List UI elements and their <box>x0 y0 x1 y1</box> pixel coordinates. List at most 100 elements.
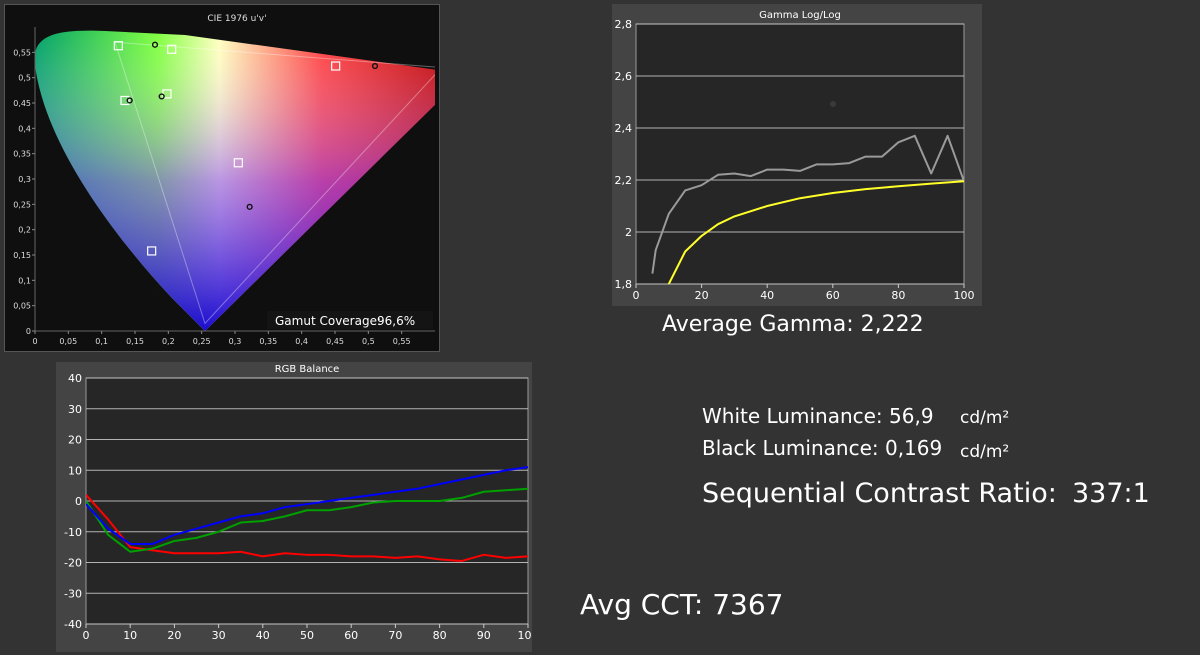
contrast-ratio-value: 337:1 <box>1072 478 1150 509</box>
cie-y-tick-label: 0 <box>26 327 31 336</box>
cie-x-tick-label: 0,1 <box>95 337 108 346</box>
target-point-blue <box>147 246 157 256</box>
avg-cct: Avg CCT: 7367 <box>580 588 784 621</box>
cie-y-tick-label: 0,35 <box>13 150 31 159</box>
cie-y-tick-label: 0,25 <box>13 200 31 209</box>
gamma-y-tick-label: 2,2 <box>615 174 633 187</box>
cie-x-tick-label: 0 <box>32 337 37 346</box>
spectral-locus-shade <box>35 30 435 331</box>
gamut-coverage-value: 96,6% <box>377 314 415 328</box>
rgb-x-tick-label: 20 <box>167 629 181 642</box>
cie-x-tick-label: 0,4 <box>295 337 308 346</box>
rgb-y-tick-label: -40 <box>64 618 82 631</box>
gamma-y-tick-label: 2,8 <box>615 18 633 31</box>
cie-x-tick-label: 0,15 <box>126 337 144 346</box>
gamma-series-1 <box>667 180 964 284</box>
target-point-yellow <box>167 44 177 54</box>
gamma-chart-panel: Gamma Log/Log 1,8 2 2,2 2,4 2,6 2,8 0 20 40 60 80 10… <box>612 4 982 306</box>
gamut-triangle <box>114 41 435 325</box>
rgb-x-tick-label: 10 <box>123 629 137 642</box>
rgb-x-tick-label: 40 <box>256 629 270 642</box>
rgb-y-tick-label: -10 <box>64 526 82 539</box>
gamma-y-tick-label: 2,4 <box>615 122 633 135</box>
cie-x-axis: 0 0,05 0,1 0,15 0,2 0,25 0,3 0,35 0,4 0,45 0,5 0,55 <box>32 331 411 346</box>
cie-y-tick-label: 0,1 <box>18 276 31 285</box>
target-point-red <box>331 61 341 71</box>
gamut-coverage-label: Gamut Coverage: <box>275 314 381 328</box>
black-luminance: Black Luminance: 0,169 <box>702 436 943 460</box>
black-luminance-unit: cd/m² <box>960 442 1010 462</box>
cie-y-tick-label: 0,15 <box>13 251 31 260</box>
gamma-y-tick-label: 2,6 <box>615 70 633 83</box>
gamma-x-tick-label: 60 <box>826 289 840 302</box>
rgb-x-tick-label: 50 <box>300 629 314 642</box>
rgb-y-tick-label: -30 <box>64 587 82 600</box>
white-luminance-unit: cd/m² <box>960 408 1010 428</box>
gamma-x-tick-label: 0 <box>633 289 640 302</box>
measured-point-white <box>158 93 165 100</box>
rgb-balance-chart: RGB Balance -40 -30 -20 -10 0 10 20 30 40 0 10 20 30 4… <box>64 364 533 642</box>
gamma-series-0 <box>651 134 964 274</box>
gamma-plot-area <box>635 23 965 285</box>
rgb-x-tick-label: 30 <box>212 629 226 642</box>
rgb-balance-panel: RGB Balance -40 -30 -20 -10 0 10 20 30 40 0 10 20 30 4… <box>56 362 532 652</box>
rgb-x-tick-label: 0 <box>83 629 90 642</box>
measured-point-green <box>151 41 159 48</box>
target-point-cyan <box>120 95 130 106</box>
rgb-y-tick-label: 30 <box>68 403 82 416</box>
cie-x-tick-label: 0,25 <box>193 337 211 346</box>
cie-x-tick-label: 0,55 <box>393 337 411 346</box>
target-point-magenta <box>233 158 243 168</box>
rgb-x-tick-label: 90 <box>477 629 491 642</box>
gamma-x-tick-label: 20 <box>695 289 709 302</box>
cie-x-tick-label: 0,3 <box>229 337 242 346</box>
gamma-x-tick-label: 40 <box>760 289 774 302</box>
gamma-chart: Gamma Log/Log 1,8 2 2,2 2,4 2,6 2,8 0 20 40 60 80 10… <box>615 10 975 302</box>
rgb-y-tick-label: -20 <box>64 557 82 570</box>
rgb-gridlines <box>86 377 528 625</box>
gamma-marker-dot <box>830 101 836 107</box>
rgb-y-tick-label: 20 <box>68 434 82 447</box>
rgb-x-tick-label: 80 <box>433 629 447 642</box>
average-gamma: Average Gamma: 2,222 <box>662 312 924 337</box>
gamma-title: Gamma Log/Log <box>759 10 841 21</box>
target-point-green <box>113 41 123 51</box>
white-luminance: White Luminance: 56,9 <box>702 404 934 428</box>
gamma-gridlines <box>636 23 964 285</box>
rgb-y-tick-label: 0 <box>75 495 82 508</box>
rgb-y-tick-label: 10 <box>68 464 82 477</box>
cie-diagram-panel: CIE 1976 u'v' 0 0,05 0,1 0,15 0,2 0,25 0,3 0,35… <box>4 4 440 352</box>
rgb-series-2 <box>86 466 528 546</box>
cie-title: CIE 1976 u'v' <box>207 14 266 24</box>
cie-y-tick-label: 0,4 <box>18 124 31 133</box>
gamut-coverage-box <box>267 311 433 329</box>
gamma-y-tick-label: 1,8 <box>615 278 633 291</box>
rgb-x-tick-label: 60 <box>344 629 358 642</box>
measured-point-cyan <box>126 97 133 104</box>
cie-x-tick-label: 0,05 <box>59 337 77 346</box>
cie-y-axis: 0 0,05 0,1 0,15 0,2 0,25 0,3 0,35 0,4 0,45 0,5 0,55 <box>13 48 35 336</box>
rgb-y-tick-label: 40 <box>68 372 82 385</box>
cie-y-tick-label: 0,3 <box>18 175 31 184</box>
cie-y-tick-label: 0,2 <box>18 226 31 235</box>
rgb-x-tick-label: 70 <box>388 629 402 642</box>
cie-diagram: CIE 1976 u'v' 0 0,05 0,1 0,15 0,2 0,25 0,3 0,35… <box>13 14 435 346</box>
cie-x-tick-label: 0,35 <box>259 337 277 346</box>
measured-point-magenta <box>246 203 253 210</box>
cie-y-tick-label: 0,55 <box>13 48 31 57</box>
gamma-y-tick-label: 2 <box>625 226 632 239</box>
measured-point-blue <box>153 284 160 292</box>
contrast-ratio-label: Sequential Contrast Ratio: <box>702 478 1057 509</box>
rgb-series-0 <box>86 494 528 562</box>
cie-y-tick-label: 0,45 <box>13 99 31 108</box>
cie-y-tick-label: 0,05 <box>13 302 31 311</box>
cie-x-tick-label: 0,5 <box>362 337 375 346</box>
gamma-x-tick-label: 100 <box>954 289 975 302</box>
measured-point-red <box>371 62 379 70</box>
rgb-series-1 <box>86 487 528 553</box>
gamma-x-tick-label: 80 <box>891 289 905 302</box>
rgb-x-tick-label: 100 <box>518 629 533 642</box>
cie-x-tick-label: 0,45 <box>326 337 344 346</box>
cie-y-tick-label: 0,5 <box>18 74 31 83</box>
cie-x-tick-label: 0,2 <box>162 337 175 346</box>
